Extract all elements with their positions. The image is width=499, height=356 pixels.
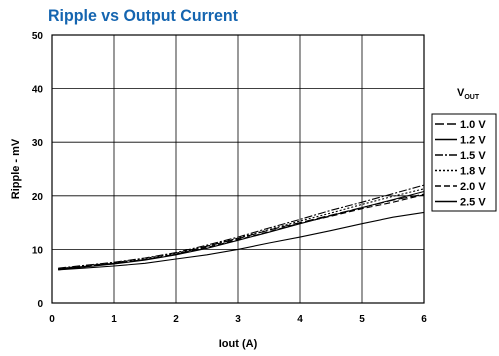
legend-box [431,113,497,212]
y-axis-label: Ripple - mV [10,138,22,199]
legend-title-sub: OUT [464,94,480,101]
y-tick-label: 50 [32,31,44,42]
plot-frame [51,34,425,304]
legend: VOUT 1.0 V 1.2 V 1.5 V 1.8 V 2.0 V 2.5 V [431,87,497,212]
series-line-5 [58,211,425,271]
chart-title: Ripple vs Output Current [48,6,238,25]
y-tick-label: 20 [32,192,44,203]
x-tick-label: 2 [173,314,179,325]
legend-items: 1.0 V 1.2 V 1.5 V 1.8 V 2.0 V 2.5 V [435,119,486,209]
y-tick-label: 40 [32,85,44,96]
legend-label-4: 2.0 V [460,181,486,193]
y-tick-label: 10 [32,245,44,256]
axis-ticks: 0 1 2 3 4 5 6 0 10 20 30 40 50 [32,31,427,325]
x-tick-label: 5 [359,314,365,325]
series-line-1 [58,190,425,271]
x-axis-label: Iout (A) [219,338,258,350]
x-tick-label: 4 [297,314,303,325]
x-tick-label: 3 [235,314,241,325]
legend-label-5: 2.5 V [460,197,486,209]
y-tick-label: 30 [32,138,44,149]
x-tick-label: 0 [49,314,55,325]
legend-title-main: V [457,87,465,99]
x-tick-label: 6 [421,314,427,325]
legend-label-2: 1.5 V [460,150,486,162]
series-line-2 [58,184,425,269]
legend-label-3: 1.8 V [460,166,486,178]
series-line-4 [58,194,425,270]
plot-series [58,184,425,271]
legend-label-0: 1.0 V [460,119,486,131]
legend-title: VOUT [457,87,480,101]
legend-label-1: 1.2 V [460,135,486,147]
y-tick-label: 0 [37,299,43,310]
x-tick-label: 1 [111,314,117,325]
